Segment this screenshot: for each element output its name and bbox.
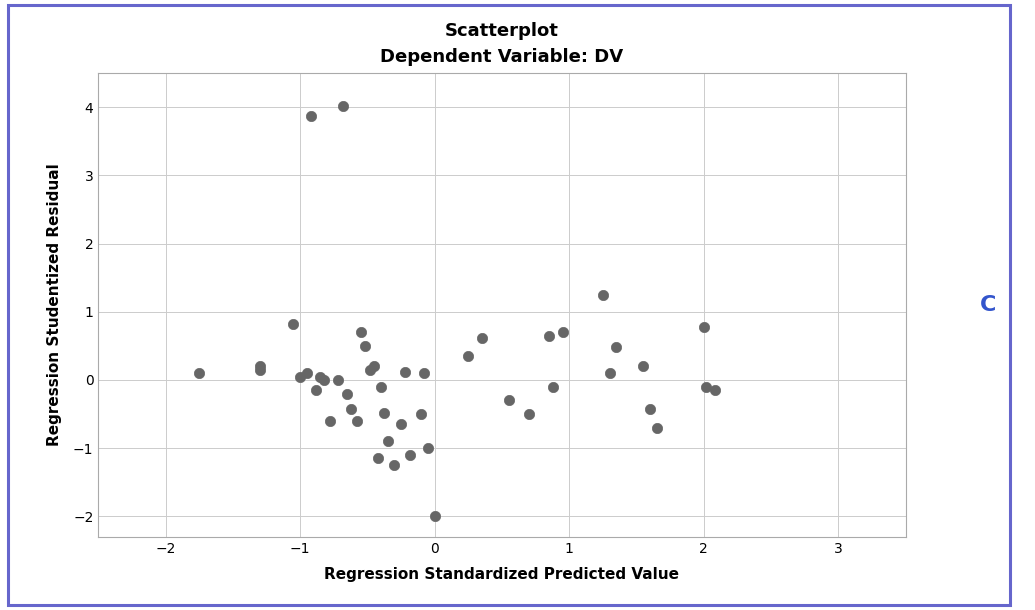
Point (426, 511, 443, 521)
Point (386, 461, 403, 470)
X-axis label: Regression Standardized Predicted Value: Regression Standardized Predicted Value (325, 567, 679, 582)
Point (392, 420, 409, 429)
Point (554, 328, 570, 337)
Point (696, 322, 712, 332)
Point (298, 368, 315, 378)
Point (642, 404, 658, 414)
Point (292, 371, 308, 381)
Point (500, 395, 516, 405)
Point (362, 365, 379, 375)
Point (373, 382, 389, 392)
Point (335, 101, 352, 111)
Point (540, 331, 557, 340)
Point (648, 423, 664, 432)
Point (419, 443, 436, 453)
Point (349, 416, 365, 426)
Point (190, 368, 207, 378)
Point (329, 375, 346, 385)
Point (352, 328, 368, 337)
Point (376, 408, 392, 418)
Point (379, 437, 395, 447)
Point (608, 342, 624, 352)
Point (706, 386, 722, 395)
Title: Scatterplot
Dependent Variable: DV: Scatterplot Dependent Variable: DV (381, 22, 623, 66)
Point (338, 389, 356, 398)
Point (396, 367, 413, 377)
Point (544, 382, 561, 392)
Point (313, 371, 329, 381)
Point (601, 368, 618, 378)
Point (594, 290, 611, 300)
Point (302, 111, 319, 121)
Point (252, 365, 268, 375)
Point (308, 386, 325, 395)
Point (316, 375, 332, 385)
Point (634, 362, 652, 371)
Point (416, 368, 433, 378)
Point (356, 341, 373, 351)
Point (369, 453, 386, 463)
Point (403, 450, 419, 460)
Point (252, 362, 268, 371)
Text: C: C (980, 295, 997, 315)
Point (521, 409, 537, 419)
Point (322, 416, 338, 426)
Point (460, 351, 476, 361)
Point (365, 362, 382, 371)
Y-axis label: Regression Studentized Residual: Regression Studentized Residual (47, 163, 62, 447)
Point (413, 409, 430, 419)
Point (343, 404, 359, 414)
Point (473, 333, 490, 343)
Point (285, 319, 302, 329)
Point (699, 382, 715, 392)
